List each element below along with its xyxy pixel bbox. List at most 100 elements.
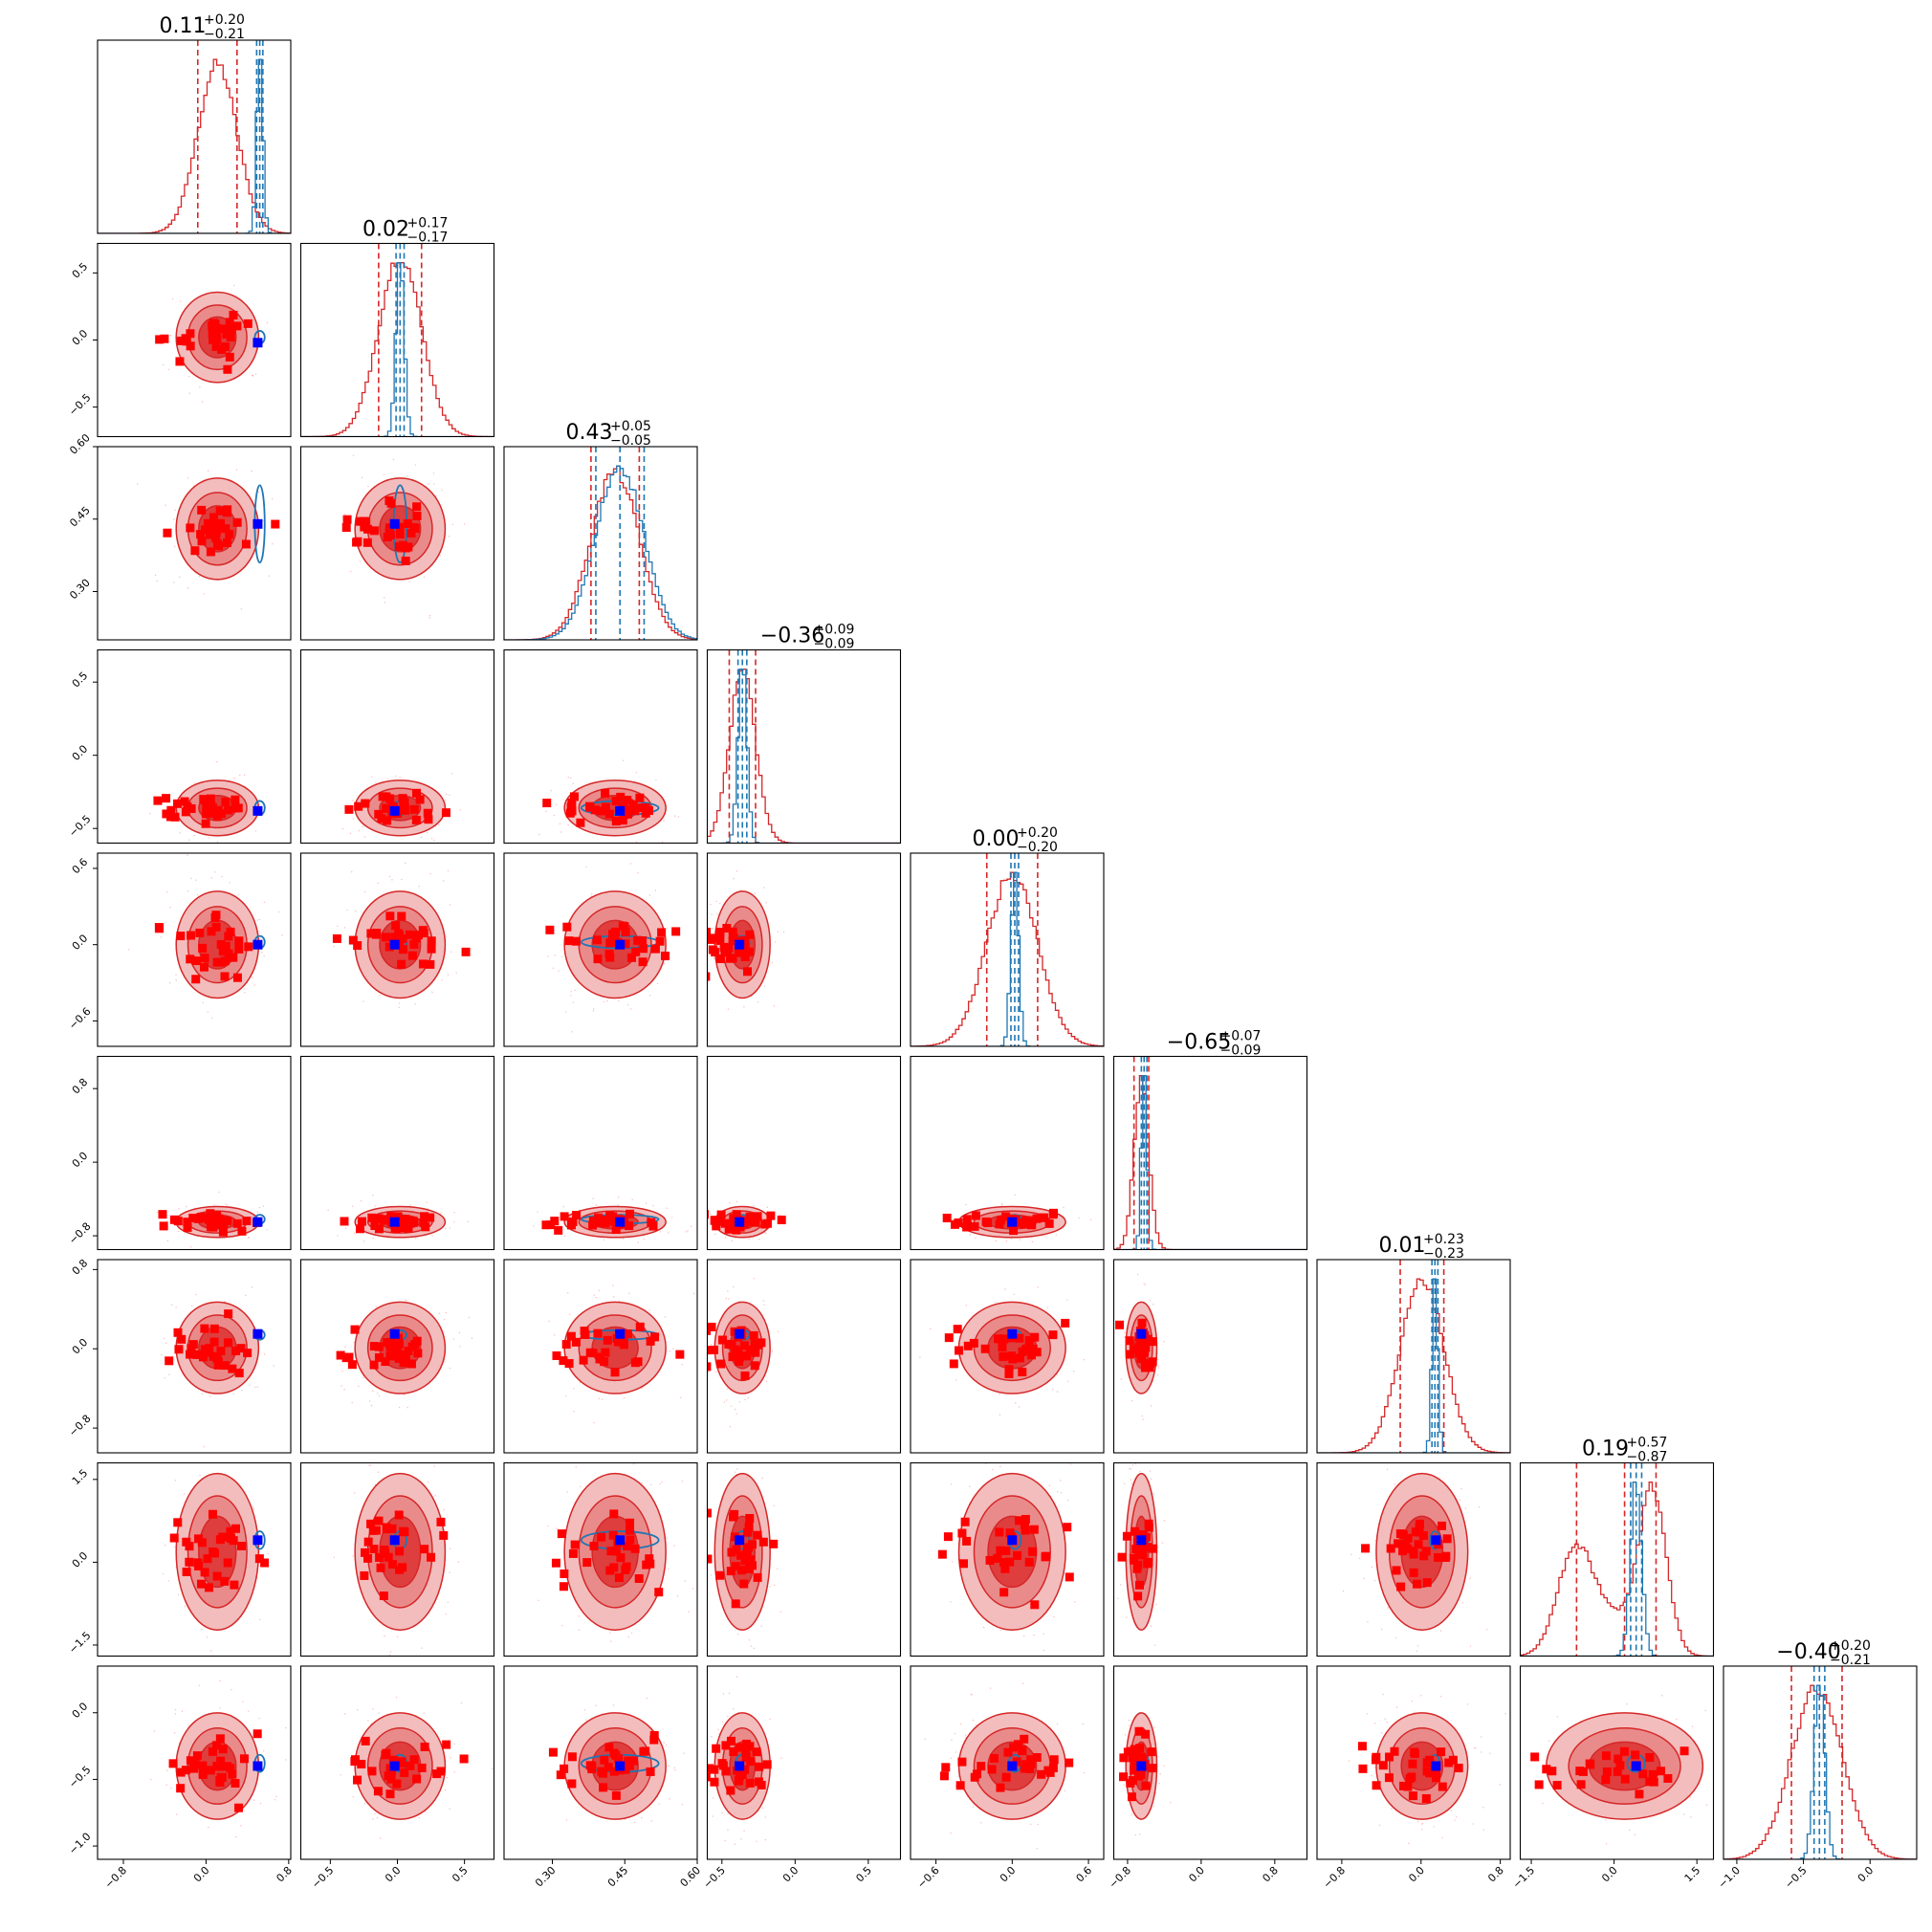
sample-marker <box>1119 1753 1129 1763</box>
sample-marker <box>1122 1531 1131 1541</box>
sample-marker <box>234 1803 244 1812</box>
panel-title-minus: −0.21 <box>1830 1653 1871 1668</box>
sample-marker <box>1129 1553 1138 1563</box>
truth-marker <box>1007 1217 1018 1227</box>
sample-marker <box>728 927 737 936</box>
sample-marker <box>996 1783 1005 1792</box>
sample-marker <box>441 808 450 818</box>
sample-marker <box>1148 1357 1157 1367</box>
histogram-panel-1: 0.02+0.17−0.17 <box>299 216 495 438</box>
x-tick-label: 0.5 <box>450 1864 471 1885</box>
sample-marker <box>721 1767 731 1776</box>
sample-marker <box>1431 1769 1440 1779</box>
sample-marker <box>197 505 207 515</box>
sample-marker <box>165 1356 174 1366</box>
sample-marker <box>367 1213 377 1222</box>
sample-marker <box>1138 1541 1148 1550</box>
sample-marker <box>196 530 206 539</box>
x-tick-label: 0.45 <box>605 1864 631 1890</box>
sample-marker <box>1009 1226 1019 1236</box>
contour-panel-5-2 <box>503 1055 698 1251</box>
sample-marker <box>715 1570 725 1580</box>
sample-marker <box>1005 1557 1015 1567</box>
sample-marker <box>1020 1520 1029 1529</box>
sample-marker <box>1648 1769 1658 1779</box>
sample-marker <box>635 793 645 802</box>
sample-marker <box>376 1563 385 1572</box>
sample-marker <box>1601 1751 1611 1761</box>
sample-marker <box>721 1741 731 1750</box>
sample-marker <box>360 1570 369 1580</box>
sample-marker <box>155 335 165 344</box>
sample-marker <box>412 502 422 512</box>
sample-marker <box>707 1772 711 1782</box>
sample-marker <box>236 1344 246 1353</box>
sample-marker <box>1442 1534 1452 1544</box>
sample-marker <box>223 1558 232 1568</box>
sample-marker <box>731 1599 740 1609</box>
sample-marker <box>630 1544 640 1553</box>
sample-marker <box>1410 1748 1419 1758</box>
sample-marker <box>712 1744 721 1753</box>
sample-marker <box>439 1530 449 1540</box>
sample-marker <box>154 923 164 933</box>
sample-marker <box>623 1542 632 1551</box>
sample-marker <box>954 1218 963 1227</box>
panel-title: −0.40 <box>1776 1640 1840 1664</box>
panel-frame <box>299 1259 495 1454</box>
sample-marker <box>211 528 221 538</box>
truth-marker <box>252 1328 263 1339</box>
sample-marker <box>1656 1767 1665 1776</box>
sample-marker <box>601 1218 610 1228</box>
sample-marker <box>363 1537 373 1547</box>
sample-marker <box>459 1754 469 1764</box>
sample-marker <box>1021 1345 1030 1354</box>
sample-marker <box>225 352 234 362</box>
sample-marker <box>618 921 627 931</box>
y-tick-label: −0.8 <box>66 1220 93 1247</box>
blue-histogram <box>1113 1075 1307 1250</box>
sample-marker <box>1437 1747 1446 1757</box>
sample-marker <box>192 956 202 966</box>
sample-marker <box>626 1526 635 1535</box>
sample-marker <box>708 933 717 943</box>
sample-marker <box>741 1747 751 1757</box>
sample-marker <box>1403 1544 1413 1553</box>
sample-marker <box>163 528 172 538</box>
sample-marker <box>955 1781 965 1790</box>
truth-marker <box>252 939 263 950</box>
sample-marker <box>207 927 216 936</box>
truth-marker <box>252 805 263 816</box>
sample-marker <box>206 547 215 557</box>
truth-marker <box>252 338 263 348</box>
sample-marker <box>605 953 615 962</box>
panel-frame <box>299 1461 495 1658</box>
sample-marker <box>941 1763 951 1772</box>
truth-marker <box>1007 1761 1018 1771</box>
panel-title-plus: +0.20 <box>1830 1638 1871 1654</box>
truth-marker <box>615 805 626 816</box>
sample-marker <box>568 1548 578 1558</box>
sample-marker <box>395 1547 405 1556</box>
sample-marker <box>384 496 394 506</box>
sample-marker <box>589 1541 599 1550</box>
sample-marker <box>716 1359 726 1369</box>
panel-frame <box>910 1665 1105 1860</box>
sample-marker <box>361 1548 370 1557</box>
sample-marker <box>409 939 419 949</box>
sample-marker <box>200 1568 209 1577</box>
sample-marker <box>182 1567 191 1576</box>
sample-marker <box>995 1527 1004 1537</box>
sample-marker <box>1015 1353 1024 1363</box>
sample-marker <box>744 1522 754 1531</box>
sample-marker <box>173 1328 183 1337</box>
sample-marker <box>183 1222 192 1232</box>
sample-marker <box>382 803 391 813</box>
sample-marker <box>1372 1781 1381 1790</box>
sample-marker <box>707 1508 712 1518</box>
y-tick-label: 0.5 <box>70 670 91 691</box>
sample-marker <box>590 805 600 815</box>
x-tick-label: 0.8 <box>1260 1864 1281 1885</box>
sample-marker <box>604 1763 613 1772</box>
sample-marker <box>635 1322 645 1331</box>
